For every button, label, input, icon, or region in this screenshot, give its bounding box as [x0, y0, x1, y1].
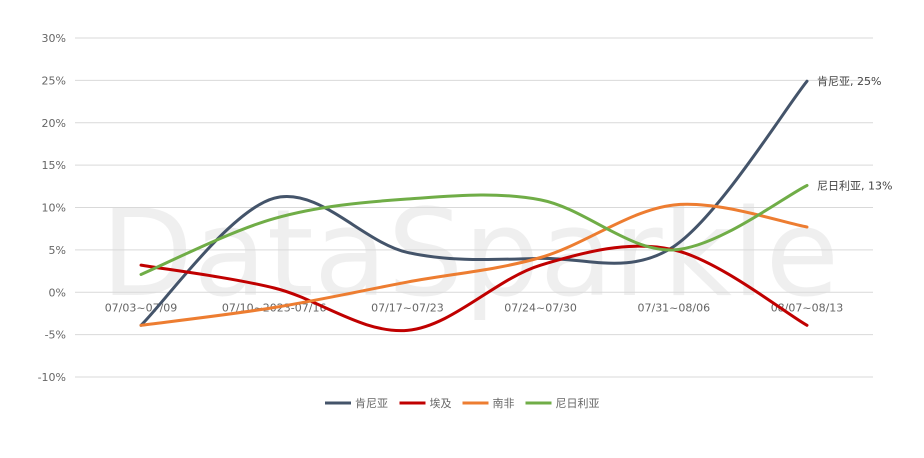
legend-label: 尼日利亚 [556, 397, 600, 410]
x-tick-label: 07/31~08/06 [637, 301, 710, 314]
y-tick-label: 5% [49, 244, 66, 257]
data-label: 肯尼亚, 25% [817, 75, 881, 88]
y-tick-label: 15% [42, 159, 66, 172]
x-tick-label: 08/07~08/13 [771, 301, 844, 314]
legend-label: 南非 [493, 397, 515, 410]
series-line-肯尼亚 [139, 79, 809, 327]
y-tick-label: 30% [42, 32, 66, 45]
watermark: DataSparkle [101, 185, 839, 324]
x-tick-label: 07/24~07/30 [504, 301, 577, 314]
series-line-尼日利亚 [139, 183, 809, 276]
y-tick-label: 0% [49, 286, 66, 299]
legend-label: 埃及 [430, 396, 452, 410]
series-line-埃及 [139, 244, 809, 333]
data-label: 尼日利亚, 13% [817, 179, 892, 192]
y-tick-label: 25% [42, 74, 66, 87]
y-tick-label: 20% [42, 117, 66, 130]
y-tick-label: -10% [38, 371, 66, 384]
y-tick-label: 10% [42, 202, 66, 215]
x-tick-label: 07/17~07/23 [371, 301, 444, 314]
series-line-南非 [139, 202, 809, 327]
y-tick-label: -5% [45, 329, 66, 342]
legend-label: 肯尼亚 [355, 397, 388, 410]
x-tick-label: 07/03~07/09 [105, 301, 178, 314]
